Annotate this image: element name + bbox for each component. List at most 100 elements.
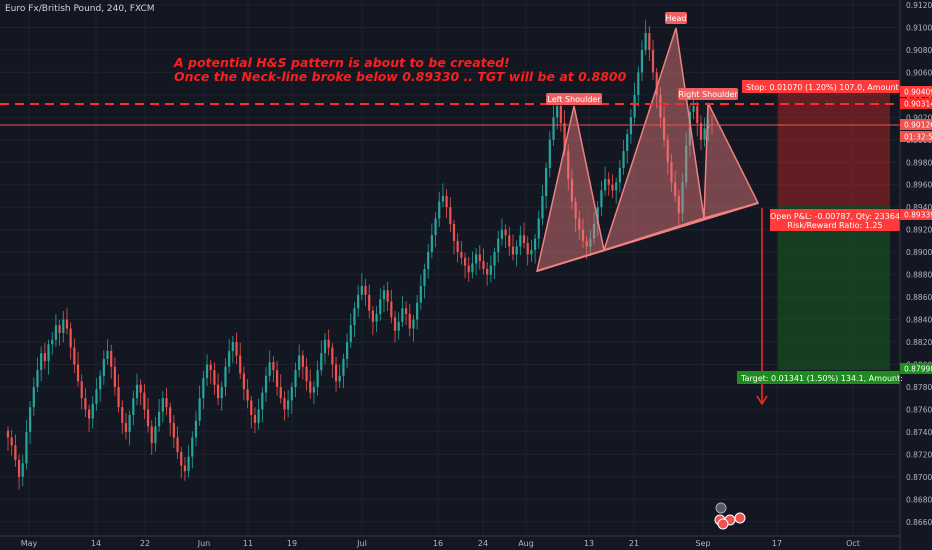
candle <box>287 390 290 418</box>
candle <box>626 128 629 164</box>
candle-body <box>272 362 275 371</box>
time-tick-label: 11 <box>243 539 253 548</box>
candles <box>6 20 714 490</box>
candle <box>305 358 308 391</box>
candle-body <box>522 235 526 244</box>
candle-body <box>471 263 474 273</box>
candle <box>452 219 456 255</box>
stop-label-bg <box>742 80 900 93</box>
candle-body <box>235 342 238 356</box>
candle-body <box>172 422 175 438</box>
candle <box>463 252 467 279</box>
neckline[interactable] <box>536 202 759 272</box>
time-tick-label: Aug <box>518 539 534 548</box>
candle-body <box>29 407 32 432</box>
candle-body <box>117 386 120 408</box>
candle <box>17 454 21 490</box>
candle-body <box>441 195 445 202</box>
candle-body <box>626 134 629 152</box>
candle-body <box>637 72 640 95</box>
stop-price-badge: 0.90409 <box>904 88 932 97</box>
candle-body <box>338 375 341 382</box>
candle <box>264 367 268 402</box>
candle <box>637 66 640 107</box>
countdown-badge: 01:32:51 <box>904 133 932 142</box>
candle-body <box>183 465 187 472</box>
candle-body <box>449 207 452 225</box>
candle-body <box>629 117 633 135</box>
candle <box>438 192 441 228</box>
candle <box>419 274 422 310</box>
head-label: Head <box>666 14 687 23</box>
candle-body <box>320 353 323 371</box>
candle-body <box>143 392 146 410</box>
candle-body <box>342 358 345 376</box>
candle <box>611 174 614 199</box>
candle <box>699 115 703 151</box>
candle <box>345 333 349 369</box>
candle <box>674 170 677 203</box>
candle <box>25 420 28 470</box>
open-pnl-label: Open P&L: -0.00787, Qty: 23364 <box>770 212 900 221</box>
candle-body <box>80 381 83 399</box>
candle-body <box>526 243 529 255</box>
candle <box>29 401 32 444</box>
candle-body <box>570 179 574 202</box>
candle <box>648 26 651 61</box>
candle <box>434 212 437 248</box>
candle-body <box>349 325 352 343</box>
event-icon[interactable] <box>717 518 729 530</box>
time-axis-ticks: May 14 22 Jun 11 19 Jul 16 24 Aug 13 21 Sep 17 Oct <box>21 539 860 548</box>
candle-body <box>290 386 293 401</box>
candle-body <box>633 94 636 118</box>
candle <box>132 390 135 426</box>
candle <box>169 402 172 437</box>
candle-body <box>364 285 367 295</box>
candle <box>515 240 518 267</box>
candle-body <box>146 409 150 427</box>
candle-body <box>707 124 710 129</box>
candle <box>220 381 223 411</box>
candle-body <box>474 254 478 264</box>
candle <box>604 166 607 196</box>
candle <box>500 218 504 246</box>
candle-body <box>382 290 386 300</box>
entry-price-badge: 0.89339 <box>904 211 932 220</box>
candle-body <box>618 167 621 183</box>
candle-body <box>412 319 415 329</box>
candle <box>622 140 625 175</box>
candle <box>393 311 397 343</box>
candle <box>154 416 157 452</box>
candle-body <box>427 252 430 269</box>
candle-body <box>10 437 13 446</box>
candle <box>158 399 161 432</box>
candle-body <box>368 294 371 311</box>
candle <box>135 373 139 406</box>
candle-body <box>699 122 703 140</box>
candle-body <box>589 238 592 247</box>
candle-body <box>607 179 610 185</box>
candle-body <box>456 240 459 253</box>
event-icon[interactable] <box>715 502 727 514</box>
candle <box>511 234 515 261</box>
candle-body <box>674 182 677 196</box>
candle-body <box>640 49 644 73</box>
candle-body <box>187 456 190 472</box>
candle <box>228 339 231 373</box>
candle-body <box>128 415 131 432</box>
candle-body <box>25 431 28 464</box>
head-label-bg <box>665 12 687 24</box>
candle <box>194 411 198 447</box>
time-tick-label: 16 <box>433 539 443 548</box>
candle <box>371 306 375 336</box>
candle <box>349 313 352 349</box>
candle <box>76 351 80 387</box>
candle-body <box>393 317 397 331</box>
event-icon[interactable] <box>734 512 746 524</box>
candle <box>323 332 327 365</box>
